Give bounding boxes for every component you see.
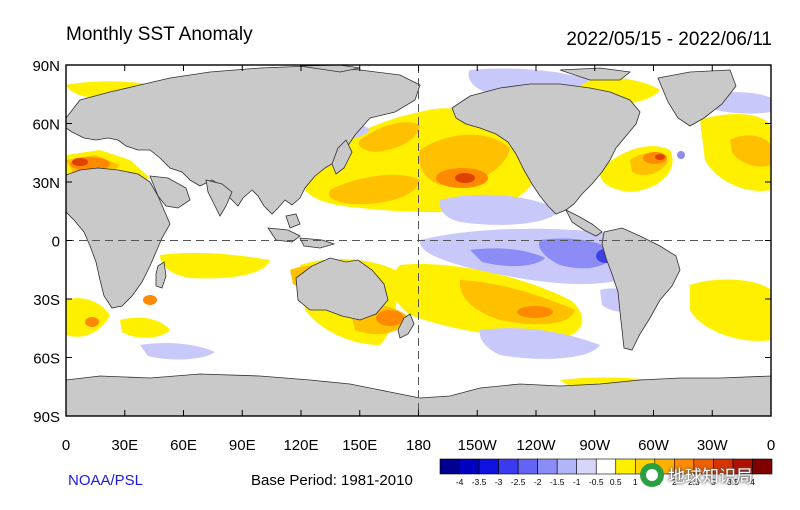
lat-tick-label: 60S	[33, 351, 60, 368]
lon-tick-label: 150W	[458, 437, 498, 454]
colorbar-swatch	[478, 458, 499, 475]
colorbar-label: -4	[456, 477, 464, 487]
colorbar-swatch	[615, 458, 636, 475]
colorbar-label: -3	[495, 477, 503, 487]
colorbar-label: 3.5	[727, 477, 739, 487]
colorbar-swatch	[439, 458, 460, 475]
base-period-label: Base Period: 1981-2010	[251, 472, 413, 489]
watermark-text: 地球知识局	[668, 467, 753, 486]
antarctica	[66, 373, 771, 416]
lon-tick-label: 0	[767, 437, 775, 454]
colorbar: -4-3.5-3-2.5-2-1.5-1-0.50.511.522.533.54	[439, 458, 773, 487]
madagascar	[155, 261, 167, 289]
colorbar-swatch	[498, 458, 519, 475]
cool-anomaly-2	[470, 151, 685, 269]
colorbar-label: -0.5	[589, 477, 604, 487]
new-zealand	[397, 313, 415, 339]
south-america	[601, 227, 681, 351]
colorbar-label: 3	[711, 477, 716, 487]
watermark-logo-icon	[640, 462, 664, 487]
lon-tick-label: 120W	[516, 437, 556, 454]
arabia	[149, 175, 191, 209]
watermark: 地球知识局	[640, 462, 753, 487]
map-title: Monthly SST Anomaly	[66, 24, 253, 45]
lon-tick-label: 120E	[283, 437, 318, 454]
australia	[295, 257, 389, 321]
india	[205, 179, 233, 217]
lon-tick-label: 150E	[342, 437, 377, 454]
lon-tick-label: 90W	[579, 437, 611, 454]
colorbar-label: -1.5	[550, 477, 565, 487]
colorbar-label: -2.5	[511, 477, 526, 487]
indonesia	[267, 213, 336, 249]
colorbar-swatch	[576, 458, 597, 475]
warm-anomaly-4	[72, 154, 665, 183]
lat-tick-label: 60N	[32, 117, 60, 134]
colorbar-swatch	[459, 458, 480, 475]
colorbar-label: 1	[633, 477, 638, 487]
lon-tick-label: 30E	[111, 437, 138, 454]
africa	[66, 167, 171, 309]
lat-tick-label: 90N	[32, 58, 60, 75]
lon-tick-label: 30W	[697, 437, 729, 454]
north-america	[451, 83, 641, 215]
lon-tick-label: 90E	[229, 437, 256, 454]
lat-tick-label: 90S	[33, 409, 60, 426]
lon-tick-label: 180	[406, 437, 431, 454]
date-range: 2022/05/15 - 2022/06/11	[566, 29, 772, 50]
colorbar-label: 2	[672, 477, 677, 487]
organization-label: NOAA/PSL	[68, 472, 144, 489]
lon-tick-label: 0	[62, 437, 70, 454]
colorbar-label: 0.5	[610, 477, 622, 487]
greenland	[657, 69, 737, 127]
lon-tick-label: 60E	[170, 437, 197, 454]
colorbar-label: -2	[534, 477, 542, 487]
lat-tick-label: 30N	[32, 175, 60, 192]
lat-tick-label: 30S	[33, 292, 60, 309]
colorbar-swatch	[595, 458, 617, 475]
colorbar-label: -1	[573, 477, 581, 487]
colorbar-swatch	[537, 458, 558, 475]
land-layer	[66, 65, 771, 416]
colorbar-swatch	[752, 458, 773, 475]
colorbar-label: 2.5	[688, 477, 700, 487]
colorbar-label: -3.5	[472, 477, 487, 487]
latitude-axis: 90N 60N 30N 0 30S 60S 90S	[32, 58, 771, 426]
lat-tick-label: 0	[52, 234, 60, 251]
lon-tick-label: 60W	[638, 437, 670, 454]
colorbar-swatch	[517, 458, 538, 475]
japan	[331, 139, 353, 175]
colorbar-label: 4	[750, 477, 755, 487]
central-america	[565, 209, 603, 237]
colorbar-swatch	[556, 458, 578, 475]
longitude-axis: 0 30E 60E 90E 120E 150E 180 150W 120W 90W 60W 30W 0	[62, 65, 775, 454]
